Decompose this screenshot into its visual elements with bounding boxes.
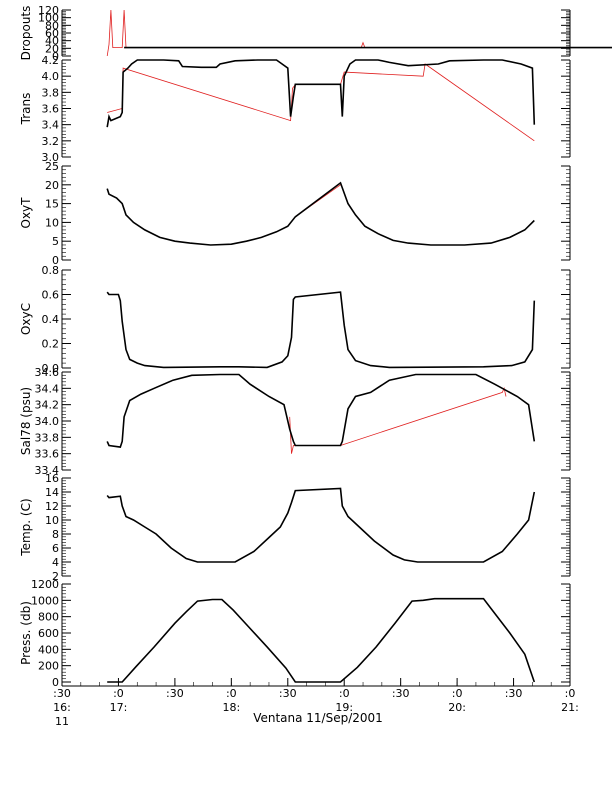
y-tick-label: 33.4 (35, 464, 60, 477)
x-tick-label: 17: (110, 701, 128, 714)
y-tick-label: 33.8 (35, 431, 60, 444)
x-tick-label: 20: (448, 701, 466, 714)
y-tick-label: 80 (45, 19, 59, 32)
x-axis: :3016:11:017::30:018::30:019::30:020::30… (53, 678, 579, 728)
x-tick-label: :30 (392, 687, 410, 700)
y-tick-label: 4.2 (42, 54, 60, 67)
y-tick-label: 0.4 (42, 313, 60, 326)
y-tick-label: 5 (52, 235, 59, 248)
series-line-black (107, 597, 536, 683)
x-tick-label: :0 (452, 687, 463, 700)
series-line-black (106, 291, 536, 369)
series-line-red (289, 387, 507, 454)
y-tick-label: 3.8 (42, 86, 60, 99)
y-axis-label: Press. (db) (19, 601, 33, 665)
y-tick-label: 1000 (31, 594, 59, 607)
x-tick-label: :30 (505, 687, 523, 700)
y-tick-label: 16 (45, 472, 59, 485)
y-tick-label: 200 (38, 660, 59, 673)
y-tick-label: 20 (45, 179, 59, 192)
y-tick-label: 0.8 (42, 264, 60, 277)
y-axis-label: Temp. (C) (19, 498, 33, 556)
y-tick-label: 0.0 (42, 362, 60, 375)
chart-panels: 020406080100120Dropouts3.03.23.43.63.84.… (19, 4, 612, 689)
panel-2: 0 5 10 15 20 25 OxyT (19, 160, 571, 267)
y-tick-label: 34.4 (35, 382, 60, 395)
y-tick-label: 3.4 (42, 119, 60, 132)
y-tick-label: 10 (45, 514, 59, 527)
x-tick-label: :30 (166, 687, 184, 700)
y-axis-label: OxyT (19, 197, 33, 229)
y-tick-label: 40 (45, 35, 59, 48)
y-axis-label: Trans (19, 93, 33, 126)
series-line-red (107, 63, 535, 142)
panel-3: 0.0 0.2 0.4 0.6 0.8 OxyC (19, 264, 571, 375)
y-tick-label: 0.6 (42, 289, 60, 302)
y-tick-label: 0 (52, 676, 59, 689)
x-tick-label: 18: (222, 701, 240, 714)
y-tick-label: 33.6 (35, 448, 60, 461)
series-line-black (106, 487, 536, 563)
y-tick-label: 400 (38, 643, 59, 656)
y-tick-label: 600 (38, 627, 59, 640)
y-tick-label: 120 (38, 4, 59, 17)
y-tick-label: 10 (45, 216, 59, 229)
y-tick-label: 3.6 (42, 103, 60, 116)
series-line-black (106, 373, 536, 448)
y-tick-label: 4 (52, 556, 59, 569)
y-tick-label: 4.0 (42, 70, 60, 83)
y-tick-label: 0 (52, 254, 59, 267)
y-tick-label: 100 (38, 12, 59, 25)
y-tick-label: 15 (45, 198, 59, 211)
x-tick-label: 19: (335, 701, 353, 714)
y-tick-label: 0.2 (42, 338, 60, 351)
y-tick-label: 8 (52, 528, 59, 541)
y-tick-label: 34.0 (35, 415, 60, 428)
y-axis-label: Dropouts (19, 6, 33, 61)
series-line-red (106, 9, 612, 57)
y-axis-label: Sal78 (psu) (19, 387, 33, 455)
series-line-black (106, 59, 536, 128)
x-tick-label: :0 (226, 687, 237, 700)
x-tick-label: 21: (561, 701, 579, 714)
y-tick-label: 14 (45, 486, 59, 499)
y-tick-label: 2 (52, 570, 59, 583)
y-tick-label: 3.0 (42, 151, 60, 164)
y-tick-label: 3.2 (42, 135, 60, 148)
x-tick-label: :30 (279, 687, 297, 700)
y-tick-label: 6 (52, 542, 59, 555)
y-tick-label: 34.6 (35, 366, 60, 379)
x-tick-label: :0 (565, 687, 576, 700)
y-axis-label: OxyC (19, 303, 33, 335)
x-tick-label: :30 (53, 687, 71, 700)
x-axis-label: Ventana 11/Sep/2001 (253, 711, 383, 725)
panel-6: 0 200 400 600 800 1000 1200 Press. (db) (19, 578, 571, 689)
x-tick-label: 11 (55, 715, 69, 728)
y-tick-label: 0 (52, 50, 59, 63)
panel-1: 3.0 3.2 3.4 3.6 3.8 4.0 4.2 Trans (19, 54, 571, 164)
x-tick-label: 16: (53, 701, 71, 714)
y-tick-label: 60 (45, 27, 59, 40)
x-tick-label: :0 (113, 687, 124, 700)
y-tick-label: 1200 (31, 578, 59, 591)
y-tick-label: 34.2 (35, 399, 60, 412)
y-tick-label: 25 (45, 160, 59, 173)
y-tick-label: 20 (45, 42, 59, 55)
x-tick-label: :0 (339, 687, 350, 700)
y-tick-label: 12 (45, 500, 59, 513)
series-line-black (106, 181, 535, 246)
y-tick-label: 800 (38, 611, 59, 624)
